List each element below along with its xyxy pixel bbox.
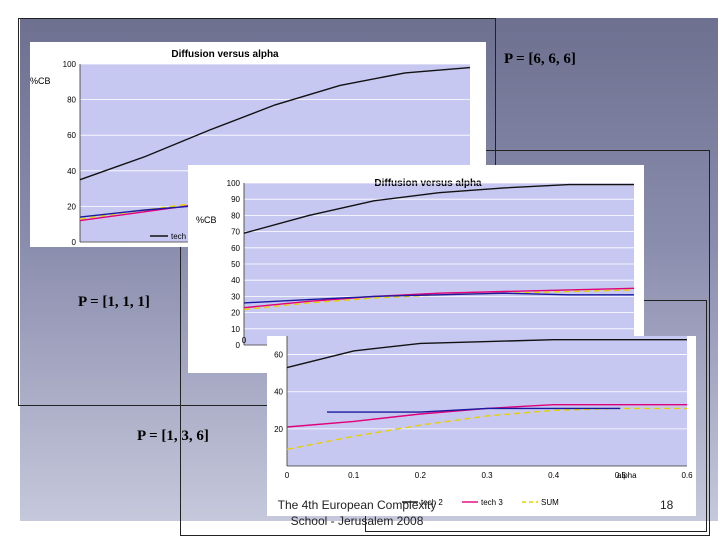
x-axis-label: alpha — [617, 471, 637, 480]
y-tick-label: 80 — [231, 211, 240, 220]
y-tick-label: 60 — [67, 131, 76, 140]
y-tick-label: 40 — [67, 167, 76, 176]
series-line-1 — [243, 183, 634, 234]
param-label-3: P = [1, 3, 6] — [137, 428, 209, 444]
y-tick-label: 60 — [231, 244, 240, 253]
x-tick-label: 0 — [242, 336, 247, 345]
y-tick-label: 30 — [231, 292, 240, 301]
x-tick-label: 0.4 — [548, 471, 560, 480]
x-tick-label: 0.1 — [348, 471, 360, 480]
y-tick-label: 20 — [274, 425, 283, 434]
plot-area — [287, 336, 687, 466]
y-tick-label: 100 — [63, 60, 77, 69]
chart-panel-3: alpha 20 40 60 0 0.1 0.2 0.3 0.4 0.5 0.6 tech 2 tec… — [267, 336, 696, 516]
chart-title: Diffusion versus alpha — [374, 178, 482, 189]
y-tick-label: 60 — [274, 351, 283, 360]
y-tick-label: 10 — [231, 325, 240, 334]
series-line-1 — [286, 339, 687, 369]
y-tick-label: 40 — [274, 388, 283, 397]
y-tick-label: 100 — [227, 179, 241, 188]
chart-title: Diffusion versus alpha — [171, 49, 279, 60]
x-tick-label: 0.3 — [481, 471, 493, 480]
y-axis-label: %CB — [196, 215, 217, 225]
param-label-2: P = [1, 1, 1] — [78, 294, 150, 310]
y-tick-label: 80 — [67, 96, 76, 105]
series-line-3 — [286, 407, 687, 450]
param-label-1: P = [6, 6, 6] — [504, 51, 576, 67]
legend-entry: SUM — [541, 498, 559, 507]
y-tick-label: 20 — [67, 202, 76, 211]
series-line-2 — [243, 287, 635, 309]
page-number: 18 — [660, 498, 674, 512]
x-tick-label: 0.5 — [615, 471, 627, 480]
y-axis-label: %CB — [30, 76, 51, 86]
legend-entry: tech 2 — [421, 498, 443, 507]
x-tick-label: 0 — [285, 471, 290, 480]
series-line-4 — [243, 292, 634, 304]
y-tick-label: 90 — [231, 195, 240, 204]
x-tick-label: 0.6 — [681, 471, 693, 480]
chart-3: alpha 20 40 60 0 0.1 0.2 0.3 0.4 0.5 0.6 tech 2 tec… — [274, 336, 693, 507]
y-tick-label: 50 — [231, 260, 240, 269]
series-line-1 — [79, 66, 471, 181]
y-tick-label: 0 — [72, 238, 77, 247]
y-tick-label: 70 — [231, 228, 240, 237]
series-line-4 — [327, 407, 621, 413]
y-tick-label: 40 — [231, 276, 240, 285]
y-tick-label: 0 — [236, 341, 241, 350]
x-tick-label: 0.2 — [415, 471, 427, 480]
footer-text: The 4th European Complexity School - Jer… — [277, 498, 437, 528]
y-tick-label: 20 — [231, 309, 240, 318]
legend-entry: tech — [171, 232, 186, 241]
legend-entry: tech 3 — [481, 498, 503, 507]
